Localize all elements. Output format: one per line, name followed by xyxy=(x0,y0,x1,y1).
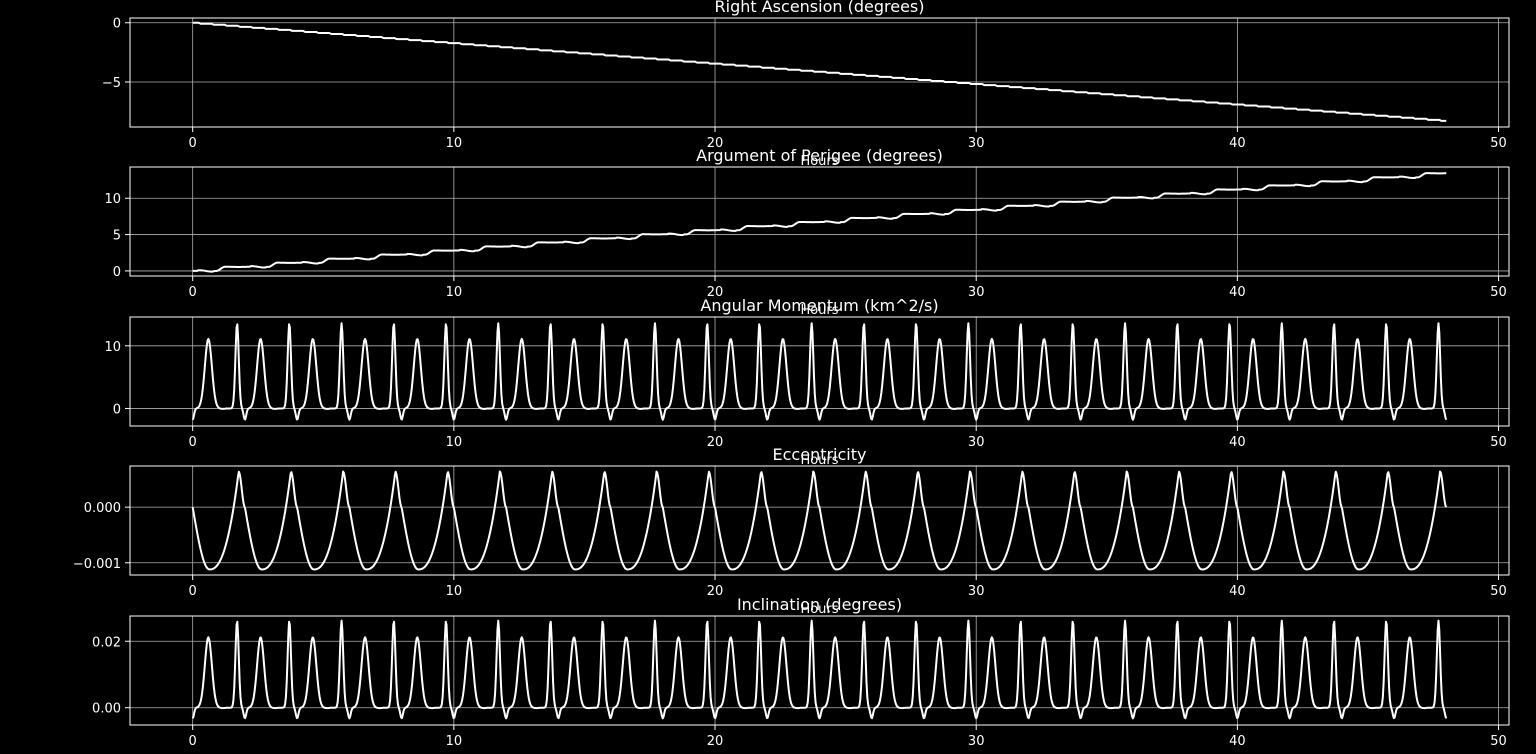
y-tick-label: 0.000 xyxy=(84,501,121,516)
y-tick-label: 10 xyxy=(104,340,121,355)
x-tick-label: 40 xyxy=(1229,136,1246,151)
x-tick-label: 50 xyxy=(1490,136,1507,151)
series-line-1 xyxy=(192,172,1447,273)
x-tick-label: 30 xyxy=(968,584,985,599)
axes-frame xyxy=(129,17,1510,128)
y-tick-label: −0.001 xyxy=(73,557,121,572)
x-tick-label: 10 xyxy=(446,734,463,749)
chart-title: Angular Momentum (km^2/s) xyxy=(700,296,938,315)
y-tick-label: 0 xyxy=(113,17,121,32)
x-tick-label: 40 xyxy=(1229,584,1246,599)
x-tick-label: 40 xyxy=(1229,435,1246,450)
axes-frame xyxy=(129,615,1510,726)
x-tick-label: 30 xyxy=(968,734,985,749)
panel-5: 0 10 20 30 40 50 0.00 0.02 xyxy=(92,615,1510,749)
axes-frame xyxy=(129,166,1510,277)
series-line-1 xyxy=(191,470,1448,571)
panel-4: 0 10 20 30 40 50 0.000 −0.001 Hours xyxy=(73,465,1510,617)
series-line-1 xyxy=(192,21,1447,122)
y-tick-label: 0 xyxy=(113,402,121,417)
x-tick-label: 50 xyxy=(1490,435,1507,450)
x-tick-label: 50 xyxy=(1490,734,1507,749)
x-axis-label: Hours xyxy=(800,303,838,318)
x-tick-label: 0 xyxy=(189,136,197,151)
x-tick-label: 30 xyxy=(968,285,985,300)
chart-title: Inclination (degrees) xyxy=(737,595,902,614)
y-tick-label: −5 xyxy=(102,76,121,91)
series-line-1 xyxy=(191,322,1448,421)
axes-frame xyxy=(129,465,1510,576)
x-tick-label: 20 xyxy=(707,435,724,450)
x-tick-label: 20 xyxy=(707,136,724,151)
y-tick-label: 0 xyxy=(113,265,121,280)
x-tick-label: 20 xyxy=(707,734,724,749)
panel-3: 0 10 20 30 40 50 0 10 Hours xyxy=(104,316,1510,468)
x-tick-label: 10 xyxy=(446,136,463,151)
chart-title: Right Ascension (degrees) xyxy=(715,0,925,16)
x-tick-label: 0 xyxy=(189,584,197,599)
y-tick-label: 5 xyxy=(113,229,121,244)
series-line-1 xyxy=(191,619,1448,720)
x-tick-label: 30 xyxy=(968,435,985,450)
x-tick-label: 40 xyxy=(1229,285,1246,300)
x-tick-label: 40 xyxy=(1229,734,1246,749)
y-tick-label: 0.02 xyxy=(92,635,121,650)
x-tick-label: 10 xyxy=(446,584,463,599)
x-tick-label: 10 xyxy=(446,435,463,450)
x-tick-label: 20 xyxy=(707,584,724,599)
x-axis-label: Hours xyxy=(800,602,838,617)
x-tick-label: 50 xyxy=(1490,285,1507,300)
x-axis-label: Hours xyxy=(800,453,838,468)
panel-2: 0 10 20 30 40 50 0 5 10 Hours xyxy=(104,166,1510,318)
x-tick-label: 0 xyxy=(189,435,197,450)
x-axis-label: Hours xyxy=(800,154,838,169)
y-tick-label: 0.00 xyxy=(92,702,121,717)
x-tick-label: 0 xyxy=(189,734,197,749)
x-tick-label: 30 xyxy=(968,136,985,151)
chart-title: Argument of Perigee (degrees) xyxy=(696,146,943,165)
chart-title: Eccentricity xyxy=(773,445,867,464)
y-tick-label: 10 xyxy=(104,192,121,207)
panel-1: 0 10 20 30 40 50 0 −5 Hours xyxy=(102,17,1510,169)
x-tick-label: 0 xyxy=(189,285,197,300)
x-tick-label: 20 xyxy=(707,285,724,300)
axes-frame xyxy=(129,316,1510,427)
x-tick-label: 10 xyxy=(446,285,463,300)
x-tick-label: 50 xyxy=(1490,584,1507,599)
